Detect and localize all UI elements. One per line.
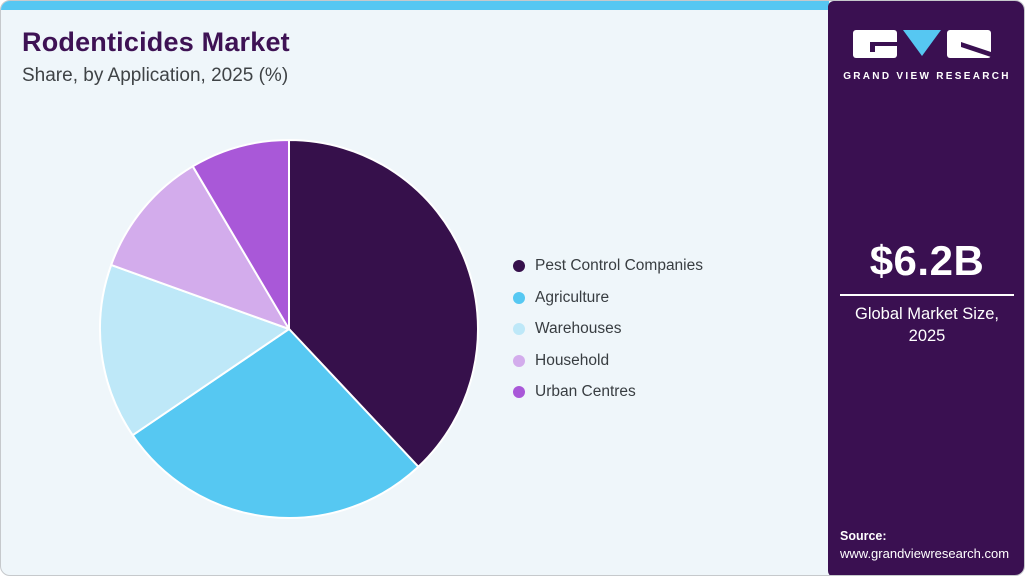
- brand-name: GRAND VIEW RESEARCH: [843, 71, 1011, 82]
- legend-item-agriculture: Agriculture: [513, 289, 703, 307]
- legend-item-household: Household: [513, 352, 703, 370]
- pie-slice-warehouses: [99, 263, 290, 437]
- legend-swatch-icon: [513, 386, 525, 398]
- legend-item-pest-control-companies: Pest Control Companies: [513, 257, 703, 275]
- legend-swatch-icon: [513, 323, 525, 335]
- legend-item-warehouses: Warehouses: [513, 320, 703, 338]
- pie-slice-pest-control-companies: [288, 139, 479, 468]
- header: Rodenticides Market Share, by Applicatio…: [22, 27, 290, 87]
- legend-label: Agriculture: [535, 288, 610, 306]
- pie-chart: [99, 139, 479, 519]
- legend-swatch-icon: [513, 260, 525, 272]
- source-url-link[interactable]: www.grandviewresearch.com: [840, 546, 1010, 561]
- page-subtitle: Share, by Application, 2025 (%): [22, 65, 289, 86]
- legend-swatch-icon: [513, 354, 525, 367]
- pie-chart-container: [98, 138, 480, 520]
- source-label: Source:: [840, 529, 887, 543]
- legend-label: Warehouses: [535, 320, 622, 337]
- legend-item-urban-centres: Urban Centres: [513, 383, 703, 401]
- source-block: Source: www.grandviewresearch.com: [840, 529, 1009, 561]
- sidebar: GRAND VIEW RESEARCH $6.2B Global Market …: [828, 1, 1024, 575]
- market-size-callout: $6.2B Global Market Size, 2025: [828, 237, 1024, 347]
- market-size-label: Global Market Size, 2025: [828, 303, 1024, 347]
- legend-label: Urban Centres: [535, 383, 636, 400]
- page-title: Rodenticides Market: [22, 27, 290, 57]
- chart-legend: Pest Control Companies Agriculture Warehou…: [513, 257, 703, 401]
- pie-slice-urban-centres: [191, 139, 290, 330]
- pie-slice-agriculture: [131, 328, 420, 519]
- market-size-label-line1: Global Market Size,: [855, 305, 999, 323]
- legend-label: Household: [535, 351, 610, 369]
- market-size-value: $6.2B: [869, 237, 985, 284]
- gvr-logo-icon: [853, 30, 991, 58]
- grand-view-research-logo: GRAND VIEW RESEARCH: [828, 29, 1024, 82]
- divider-line: [840, 294, 1014, 296]
- pie-slice-household: [110, 165, 290, 330]
- top-accent-bar: [1, 1, 829, 10]
- legend-label: Pest Control Companies: [535, 257, 703, 274]
- legend-swatch-icon: [513, 291, 525, 304]
- market-size-label-line2: 2025: [908, 327, 946, 345]
